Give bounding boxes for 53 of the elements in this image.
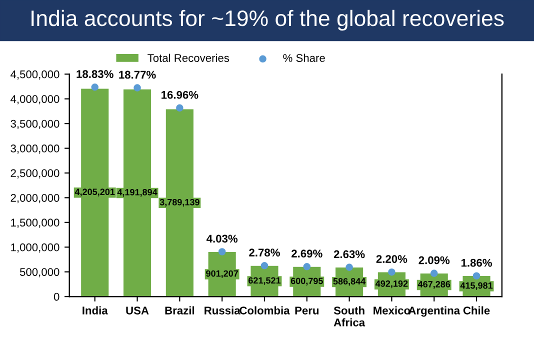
legend-label: % Share [283, 54, 325, 62]
data-label: 467,286 [418, 281, 450, 289]
data-label: 4.03% [206, 234, 238, 243]
x-tick-label: USA [126, 306, 149, 314]
y-tick-label: 2,500,000 [10, 169, 60, 178]
y-tick-label: 2,000,000 [10, 194, 60, 204]
y-tick-label: 3,000,000 [10, 144, 60, 154]
data-label: 492,192 [376, 280, 408, 288]
x-tick-label: Chile [463, 306, 490, 314]
data-label: 621,521 [248, 277, 281, 285]
point [303, 263, 311, 270]
data-label: 2.78% [249, 248, 280, 257]
y-tick-label: 500,000 [20, 268, 60, 278]
data-label: 2.63% [334, 250, 365, 258]
data-label: 1.86% [461, 258, 492, 267]
x-tick-label: Argentina [408, 306, 460, 317]
point [260, 262, 268, 270]
y-tick-label: 1,000,000 [11, 243, 60, 253]
point [218, 248, 226, 256]
point [472, 272, 480, 280]
chart-title: India accounts for ~19% of the global recoveries [32, 10, 504, 31]
y-tick-label: 4,500,000 [10, 70, 60, 80]
point [134, 84, 141, 92]
data-label: 3,789,139 [160, 198, 200, 207]
y-tick-label: 3,500,000 [10, 120, 60, 130]
x-tick-label: South Africa [334, 306, 366, 326]
data-label: 2.69% [292, 250, 322, 258]
data-label: 901,207 [206, 270, 238, 278]
point [91, 84, 99, 91]
x-tick-label: Peru [295, 306, 319, 314]
data-label: 4,205,201 [74, 188, 115, 196]
data-label: 415,981 [460, 282, 493, 290]
x-tick-label: Brazil [165, 306, 194, 314]
data-label: 16.96% [162, 90, 198, 99]
y-tick-label: 0 [54, 292, 60, 301]
point [346, 264, 353, 271]
point [176, 104, 184, 112]
y-tick-label: 1,500,000 [11, 218, 60, 228]
x-tick-label: Mexico [374, 306, 410, 314]
data-label: 2.09% [418, 256, 450, 264]
point [430, 270, 438, 277]
x-tick-label: India [82, 306, 108, 314]
data-label: 2.20% [376, 255, 408, 263]
data-label: 18.77% [119, 70, 156, 79]
y-tick-label: 4,000,000 [10, 95, 60, 104]
data-label: 18.83% [76, 70, 114, 78]
data-label: 600,795 [290, 278, 323, 286]
data-label: 586,844 [333, 278, 366, 286]
x-tick-label: Russia [204, 306, 240, 314]
data-label: 4,191,894 [117, 188, 158, 197]
point [388, 268, 396, 276]
x-tick-label: Colombia [240, 306, 290, 314]
legend-label: Total Recoveries [148, 54, 230, 62]
